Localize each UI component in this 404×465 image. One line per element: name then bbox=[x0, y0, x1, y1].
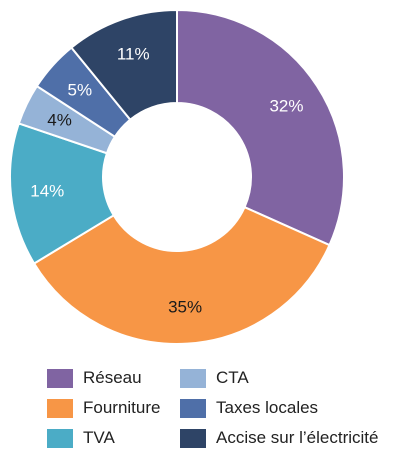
slice-label-tva: 14% bbox=[30, 182, 64, 201]
slice-label-reseau: 32% bbox=[269, 96, 303, 115]
legend-item-tva: TVA bbox=[47, 426, 115, 450]
legend-swatch-fourniture bbox=[47, 398, 73, 418]
legend-swatch-taxes-locales bbox=[180, 398, 206, 418]
slice-tva bbox=[9, 122, 116, 265]
legend-swatch-accise bbox=[180, 428, 206, 448]
legend-item-taxes-locales: Taxes locales bbox=[180, 396, 318, 420]
slice-label-fourniture: 35% bbox=[168, 298, 202, 317]
legend-label-taxes-locales: Taxes locales bbox=[216, 398, 319, 417]
legend-label-accise: Accise sur l’électricité bbox=[216, 428, 379, 447]
slice-label-accise: 11% bbox=[117, 45, 150, 64]
donut-chart: 32% 35% 14% 4% 5% 11% bbox=[9, 8, 345, 345]
legend-item-cta: CTA bbox=[180, 366, 249, 390]
slice-reseau bbox=[176, 8, 345, 247]
slice-fourniture bbox=[32, 205, 331, 345]
legend-item-fourniture: Fourniture bbox=[47, 396, 160, 420]
legend-swatch-tva bbox=[47, 428, 73, 448]
slice-label-cta: 4% bbox=[47, 111, 72, 130]
legend-item-reseau: Réseau bbox=[47, 366, 142, 390]
legend-label-fourniture: Fourniture bbox=[83, 398, 161, 417]
slice-accise bbox=[70, 8, 178, 122]
legend-item-accise: Accise sur l’électricité bbox=[180, 426, 379, 450]
legend-label-tva: TVA bbox=[83, 428, 115, 447]
legend-label-reseau: Réseau bbox=[83, 368, 142, 387]
legend: Réseau Fourniture TVA CTA Taxes locales … bbox=[47, 366, 404, 456]
legend-swatch-reseau bbox=[47, 368, 73, 388]
legend-swatch-cta bbox=[180, 368, 206, 388]
slice-label-taxes-locales: 5% bbox=[68, 80, 93, 99]
legend-label-cta: CTA bbox=[216, 368, 249, 387]
